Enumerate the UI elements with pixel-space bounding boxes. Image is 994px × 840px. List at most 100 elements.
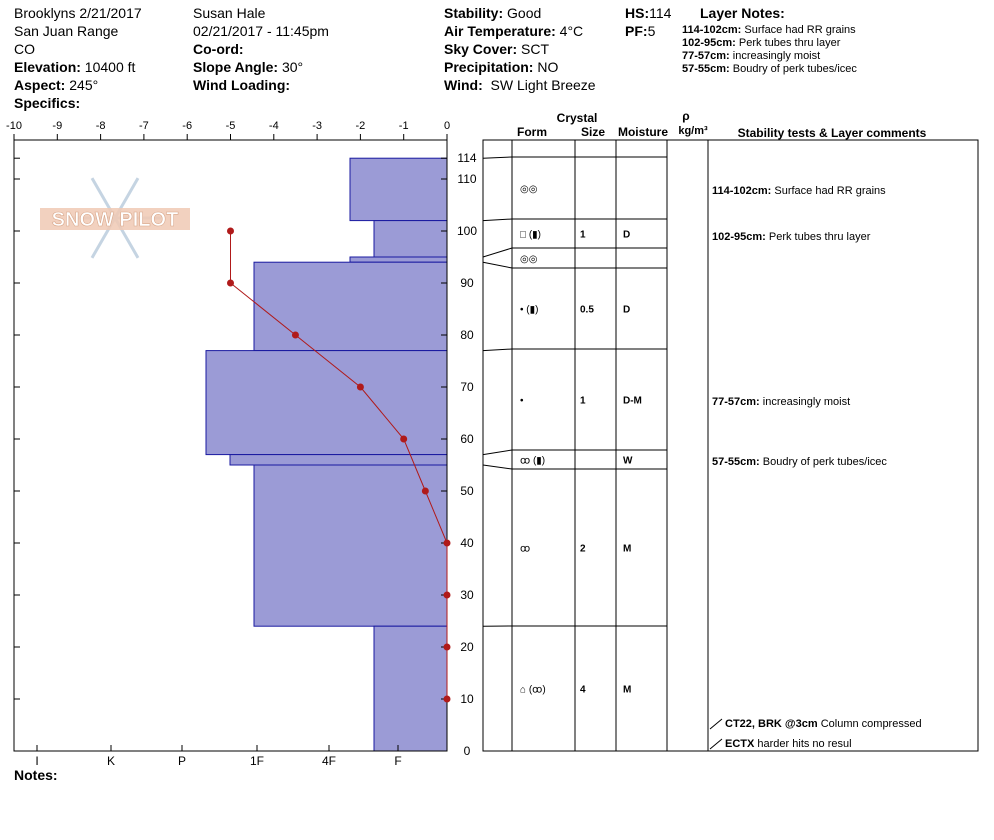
stability-test-pointer xyxy=(709,738,723,750)
elevation-label: Elevation: xyxy=(14,59,81,75)
temp-tick-label: 0 xyxy=(444,120,450,132)
stability-test-code: CT22, BRK @3cm xyxy=(725,718,818,730)
sky-value: SCT xyxy=(521,41,550,57)
depth-tick-label: 10 xyxy=(460,692,474,706)
crystal-header: Crystal xyxy=(557,111,598,125)
layer-note: 114-102cm: Surface had RR grains xyxy=(682,24,856,37)
crystal-size: 0.5 xyxy=(580,305,594,316)
hardness-tick-label: K xyxy=(107,754,115,768)
layer-note-text: Surface had RR grains xyxy=(744,24,856,36)
layer-moisture: D xyxy=(623,230,630,241)
hardness-tick-label: P xyxy=(178,754,186,768)
crystal-form: ◎◎ xyxy=(520,254,538,265)
hardness-layer-bar xyxy=(205,350,448,456)
state-name: CO xyxy=(14,41,35,57)
stability-test: CT22, BRK @3cm Column compressed xyxy=(725,718,922,730)
layer-comment-range: 77-57cm: xyxy=(712,396,760,408)
hardness-layer-bar xyxy=(373,625,448,752)
pf-value: 5 xyxy=(647,23,656,39)
aspect-value: 245° xyxy=(69,77,99,93)
air-temp-label: Air Temperature: xyxy=(444,23,556,39)
temp-tick-label: -6 xyxy=(182,120,192,132)
crystal-form: ◎◎ xyxy=(520,184,538,195)
temp-tick-label: -4 xyxy=(269,120,279,132)
stability-test-pointer xyxy=(709,718,723,730)
logo-banner xyxy=(40,208,190,230)
slope-label: Slope Angle: xyxy=(193,59,279,75)
hardness-layer-bar xyxy=(229,454,448,466)
specifics-label: Specifics: xyxy=(14,95,81,111)
hs-value: 114 xyxy=(649,5,672,21)
layer-connector xyxy=(482,464,513,470)
pf-row: PF:5 xyxy=(625,22,655,40)
temp-tick-label: -10 xyxy=(6,120,22,132)
depth-tick-label: 20 xyxy=(460,640,474,654)
layer-comment: 114-102cm: Surface had RR grains xyxy=(712,185,886,197)
depth-tick-label: 110 xyxy=(457,172,476,186)
stability-row: Stability: Good xyxy=(444,4,541,22)
stability-test-text: Column compressed xyxy=(818,718,922,730)
elevation-value: 10400 ft xyxy=(84,59,136,75)
temp-tick-label: -1 xyxy=(399,120,409,132)
elevation-row: Elevation: 10400 ft xyxy=(14,58,135,76)
depth-tick-label: 70 xyxy=(460,380,474,394)
notes-label: Notes: xyxy=(14,767,58,783)
layer-connector xyxy=(482,348,513,352)
hardness-tick-label: I xyxy=(35,754,38,768)
density-unit: kg/m³ xyxy=(678,125,708,137)
comments-header: Stability tests & Layer comments xyxy=(738,126,927,140)
crystal-form: ꝏ (▮) xyxy=(520,456,545,467)
stability-test-text: harder hits no resul xyxy=(754,738,851,750)
air-temp-row: Air Temperature: 4°C xyxy=(444,22,583,40)
hs-row: HS:114 xyxy=(625,4,671,22)
wind-row: Wind: SW Light Breeze xyxy=(444,76,596,94)
wind-label: Wind: xyxy=(444,77,483,93)
chart-axes: -10 -9 -8 -7 -6 -5 -4 -3 -2 -1 0010203040506070809… xyxy=(6,120,477,768)
hardness-layer-bar xyxy=(349,256,448,263)
layer-moisture: D xyxy=(623,305,630,316)
depth-tick-label: 100 xyxy=(457,224,477,238)
hardness-layer-bar xyxy=(253,464,448,627)
precip-label: Precipitation: xyxy=(444,59,534,75)
temperature-point xyxy=(421,487,429,495)
layer-comment-range: 114-102cm: xyxy=(712,185,771,197)
temp-tick-label: -8 xyxy=(96,120,106,132)
layer-comment-range: 102-95cm: xyxy=(712,231,766,243)
temperature-point xyxy=(443,695,451,703)
crystal-size: 1 xyxy=(580,396,586,407)
layer-comment-text: Perk tubes thru layer xyxy=(766,231,871,243)
logo-text: SNOW PILOT xyxy=(52,209,179,231)
temp-tick-label: -5 xyxy=(226,120,236,132)
layer-moisture: M xyxy=(623,544,631,555)
precip-value: NO xyxy=(537,59,559,75)
observer-name: Susan Hale xyxy=(193,5,266,21)
depth-tick-label: 40 xyxy=(460,536,474,550)
layer-moisture: W xyxy=(623,456,633,467)
sky-label: Sky Cover: xyxy=(444,41,518,57)
stability-test-code: ECTX xyxy=(725,738,755,750)
layer-note-text: Perk tubes thru layer xyxy=(738,37,841,49)
aspect-row: Aspect: 245° xyxy=(14,76,98,94)
aspect-label: Aspect: xyxy=(14,77,66,93)
crystal-form: • xyxy=(520,396,524,407)
temperature-line xyxy=(230,231,448,699)
layer-connector xyxy=(482,449,513,456)
layer-comment-text: increasingly moist xyxy=(760,396,850,408)
depth-tick-label: 80 xyxy=(460,328,474,342)
depth-tick-label: 60 xyxy=(460,432,474,446)
layer-note: 77-57cm: increasingly moist xyxy=(682,50,820,63)
crystal-size: 4 xyxy=(580,685,586,696)
hardness-layer-bar xyxy=(253,261,448,352)
layer-note-text: Boudry of perk tubes/icec xyxy=(732,63,857,75)
hardness-layers xyxy=(205,157,448,752)
temp-tick-label: -3 xyxy=(312,120,322,132)
temperature-point xyxy=(400,435,408,443)
layer-connector xyxy=(482,261,513,269)
precip-row: Precipitation: NO xyxy=(444,58,558,76)
sky-row: Sky Cover: SCT xyxy=(444,40,549,58)
depth-tick-label: 114 xyxy=(457,151,476,165)
layer-note-range: 102-95cm: xyxy=(682,37,736,49)
temp-tick-label: -7 xyxy=(139,120,149,132)
coord-label: Co-ord: xyxy=(193,41,244,57)
